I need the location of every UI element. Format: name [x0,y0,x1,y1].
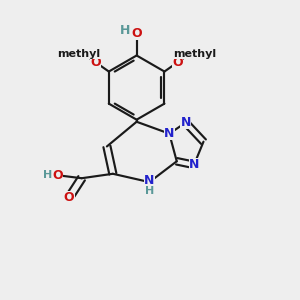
Text: O: O [172,56,183,69]
Text: methyl: methyl [57,49,100,58]
Text: O: O [131,27,142,40]
Text: N: N [189,158,199,171]
Text: O: O [52,169,63,182]
Text: H: H [43,170,52,180]
Text: N: N [144,174,154,187]
Text: H: H [145,186,154,196]
Text: N: N [164,127,175,140]
Text: methyl: methyl [173,49,216,58]
Text: H: H [120,24,130,37]
Text: N: N [181,116,191,129]
Text: O: O [90,56,101,69]
Text: O: O [64,191,74,204]
